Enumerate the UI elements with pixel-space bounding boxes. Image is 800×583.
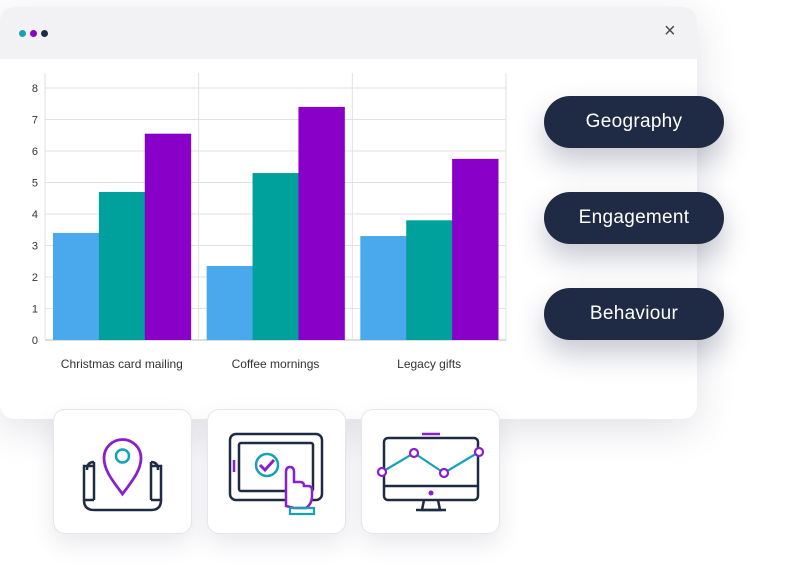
category-label: Coffee mornings [232, 357, 320, 371]
y-tick-label: 8 [32, 83, 38, 95]
window-dot-dark[interactable] [41, 30, 48, 37]
y-tick-label: 5 [32, 178, 38, 190]
segment-button-geography[interactable]: Geography [544, 96, 724, 148]
bar [53, 232, 100, 340]
y-tick-label: 0 [32, 335, 38, 347]
behaviour-card[interactable] [361, 409, 500, 534]
y-tick-label: 1 [32, 304, 38, 316]
bar [252, 173, 299, 340]
bar [360, 236, 407, 340]
bar [298, 106, 345, 341]
category-label: Legacy gifts [397, 357, 461, 371]
close-icon[interactable]: × [664, 20, 676, 42]
bar [144, 133, 192, 340]
tablet-touch-icon [228, 432, 324, 516]
title-bar: × [0, 7, 697, 59]
map-location-icon [82, 438, 163, 512]
y-tick-label: 2 [32, 272, 38, 284]
category-label: Christmas card mailing [61, 357, 183, 371]
y-tick-label: 4 [32, 209, 38, 221]
bar-chart: 0 1 2 3 4 5 6 7 8 Christmas card mailing Coffee mo… [32, 73, 507, 371]
monitor-chart-icon [376, 432, 485, 512]
y-tick-label: 7 [32, 115, 38, 127]
y-tick-label: 3 [32, 241, 38, 253]
y-tick-label: 6 [32, 146, 38, 158]
bar [406, 220, 453, 340]
window-dot-teal[interactable] [19, 30, 26, 37]
geography-card[interactable] [53, 409, 192, 534]
bar [452, 158, 499, 340]
segment-button-behaviour[interactable]: Behaviour [544, 288, 724, 340]
segment-button-engagement[interactable]: Engagement [544, 192, 724, 244]
bar [98, 191, 146, 340]
window-dot-purple[interactable] [30, 30, 37, 37]
engagement-card[interactable] [207, 409, 346, 534]
bar [206, 265, 254, 340]
